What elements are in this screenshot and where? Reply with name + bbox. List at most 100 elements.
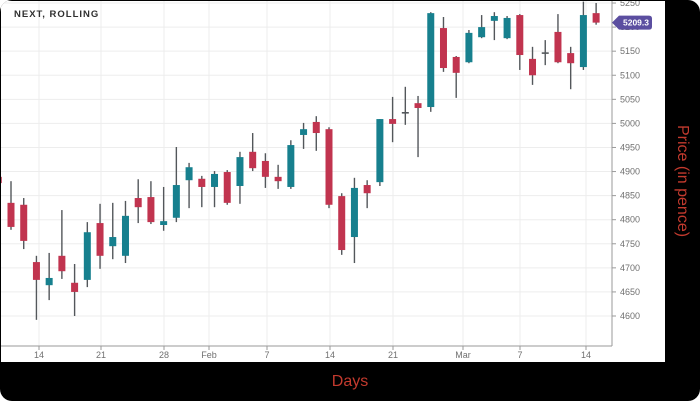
x-tick-label: 14	[34, 350, 44, 360]
candle	[261, 153, 269, 188]
candle	[350, 177, 358, 264]
candle	[541, 40, 549, 66]
candle	[1, 176, 2, 184]
x-tick-label: 14	[581, 350, 591, 360]
candle	[198, 175, 206, 208]
candle	[376, 119, 384, 186]
candle	[529, 46, 537, 85]
y-tick-label: 5250	[620, 1, 640, 8]
candle-body	[312, 121, 320, 134]
candle	[147, 181, 155, 225]
x-tick-label: Feb	[201, 350, 217, 360]
y-axis-title: Price (in pence)	[674, 124, 691, 238]
y-tick-label: 4700	[620, 263, 640, 273]
x-tick-label: 21	[96, 350, 106, 360]
candle	[71, 263, 79, 316]
candle	[427, 12, 435, 112]
candle	[223, 170, 231, 205]
candle-body	[389, 119, 397, 124]
candle	[363, 180, 371, 209]
y-tick-label: 4800	[620, 215, 640, 225]
candle	[134, 179, 142, 224]
candle-body	[185, 167, 193, 181]
candle-body	[554, 31, 562, 63]
y-tick-label: 4850	[620, 191, 640, 201]
candle-body	[338, 196, 346, 251]
candle-body	[478, 27, 486, 38]
candle-body	[579, 15, 587, 68]
x-tick-label: 21	[388, 350, 398, 360]
candle-body	[211, 173, 219, 187]
candle	[401, 86, 409, 125]
y-tick-label: 5050	[620, 94, 640, 104]
candle-body	[376, 119, 384, 183]
candle-body	[83, 232, 91, 280]
candle-body	[223, 172, 231, 203]
y-tick-label: 5150	[620, 46, 640, 56]
candle-body	[160, 221, 168, 225]
y-tick-label: 4900	[620, 167, 640, 177]
candle	[490, 12, 498, 41]
candle	[96, 203, 104, 269]
candle-body	[32, 262, 40, 280]
x-tick-label: 7	[517, 350, 522, 360]
y-tick-label: 4950	[620, 142, 640, 152]
candle-body	[236, 157, 244, 186]
candle-body	[490, 16, 498, 21]
candle-body	[261, 160, 269, 177]
candle-body	[121, 215, 129, 256]
candle	[20, 198, 28, 250]
y-tick-label: 4600	[620, 311, 640, 321]
candle	[287, 140, 295, 189]
chart-title: NEXT, ROLLING	[14, 9, 100, 20]
x-tick-label: 14	[325, 350, 335, 360]
candle-body	[147, 197, 155, 223]
y-tick-label: 4650	[620, 287, 640, 297]
candle	[58, 210, 66, 279]
x-tick-label: 7	[264, 350, 269, 360]
candle-body	[58, 255, 66, 272]
candle-body	[363, 185, 371, 194]
candle	[211, 171, 219, 208]
candle	[274, 164, 282, 189]
candle-body	[427, 13, 435, 108]
candle	[567, 46, 575, 90]
candle-body	[529, 58, 537, 76]
candle-body	[134, 198, 142, 208]
candle-body	[592, 13, 600, 23]
y-tick-label: 4750	[620, 239, 640, 249]
candle	[452, 55, 460, 98]
candle	[439, 16, 447, 72]
candle	[325, 127, 333, 209]
candle	[160, 186, 168, 231]
candle	[32, 255, 40, 320]
candle-body	[414, 103, 422, 108]
candlestick-plot-area[interactable]: 14 21 28 Feb 7 14 21 Mar 7 14 4600 4650 4700 4750 4800…	[1, 1, 665, 362]
candle	[121, 200, 129, 264]
candle-body	[249, 151, 257, 169]
candle-body	[1, 176, 2, 184]
candle-body	[325, 129, 333, 205]
candle	[592, 3, 600, 25]
x-tick-label: 28	[159, 350, 169, 360]
candle-body	[109, 237, 117, 247]
candle-body	[71, 282, 79, 292]
candle	[503, 16, 511, 40]
candle-body	[274, 176, 282, 182]
candle	[185, 162, 193, 209]
x-axis-title: Days	[331, 372, 369, 390]
candle-body	[567, 53, 575, 64]
candle-body	[465, 32, 473, 63]
candle	[414, 95, 422, 158]
candle	[300, 122, 308, 149]
candle	[389, 96, 397, 143]
candle-body	[300, 129, 308, 135]
candle	[478, 15, 486, 39]
candle-body	[198, 178, 206, 187]
y-tick-label: 5100	[620, 70, 640, 80]
candle	[172, 146, 180, 223]
chart-panel: 14 21 28 Feb 7 14 21 Mar 7 14 4600 4650 4700 4750 4800…	[1, 1, 665, 362]
candle-body	[20, 204, 28, 241]
candle-body	[7, 202, 15, 227]
candle-body	[452, 56, 460, 73]
